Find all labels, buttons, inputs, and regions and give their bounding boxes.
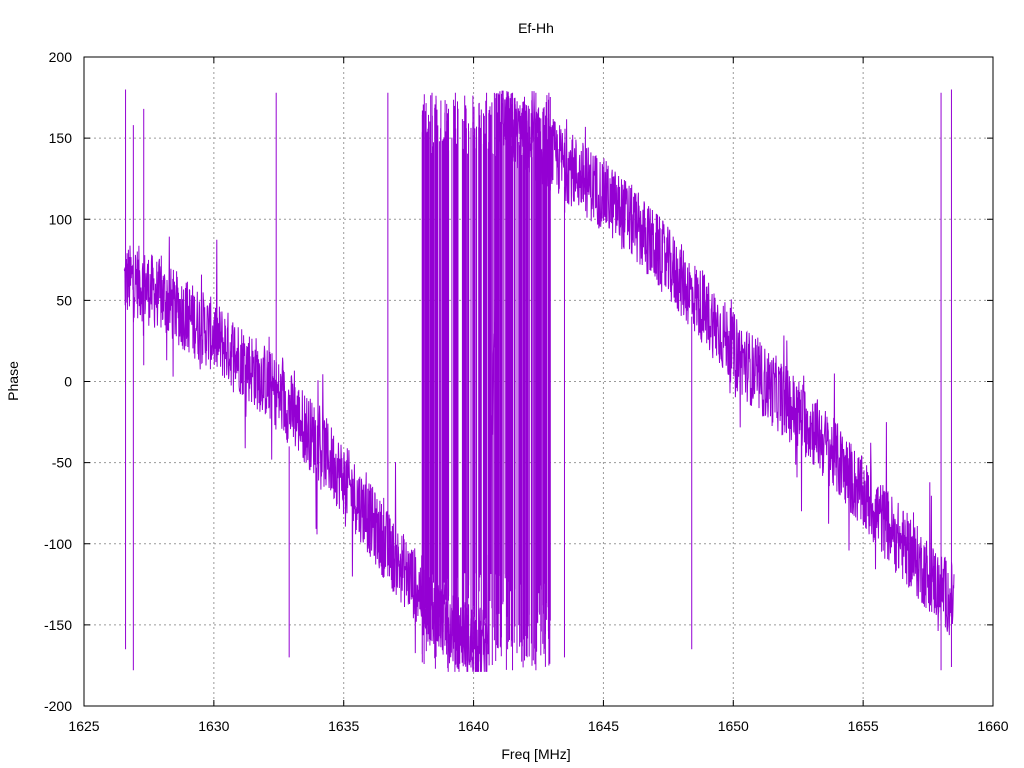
- y-tick-label: -50: [52, 455, 72, 471]
- y-tick-label: 0: [64, 374, 72, 390]
- x-tick-label: 1625: [68, 718, 99, 734]
- x-axis-label: Freq [MHz]: [501, 746, 570, 762]
- tick-layer: 1625 1630 1635 1640 1645 1650 1655 1660 -200 -150…: [44, 49, 1009, 734]
- x-tick-label: 1635: [328, 718, 359, 734]
- x-tick-label: 1660: [977, 718, 1008, 734]
- data-layer: [123, 89, 955, 673]
- x-tick-label: 1655: [848, 718, 879, 734]
- y-axis-label: Phase: [5, 361, 21, 401]
- y-tick-label: -200: [44, 698, 72, 714]
- y-tick-label: 50: [56, 292, 72, 308]
- x-tick-label: 1640: [458, 718, 489, 734]
- y-tick-label: 100: [49, 211, 73, 227]
- y-tick-label: -150: [44, 617, 72, 633]
- x-tick-label: 1645: [588, 718, 619, 734]
- y-tick-label: -100: [44, 536, 72, 552]
- chart-title: Ef-Hh: [518, 20, 554, 36]
- x-tick-label: 1630: [198, 718, 229, 734]
- y-tick-label: 150: [49, 130, 73, 146]
- y-tick-label: 200: [49, 49, 73, 65]
- x-tick-label: 1650: [718, 718, 749, 734]
